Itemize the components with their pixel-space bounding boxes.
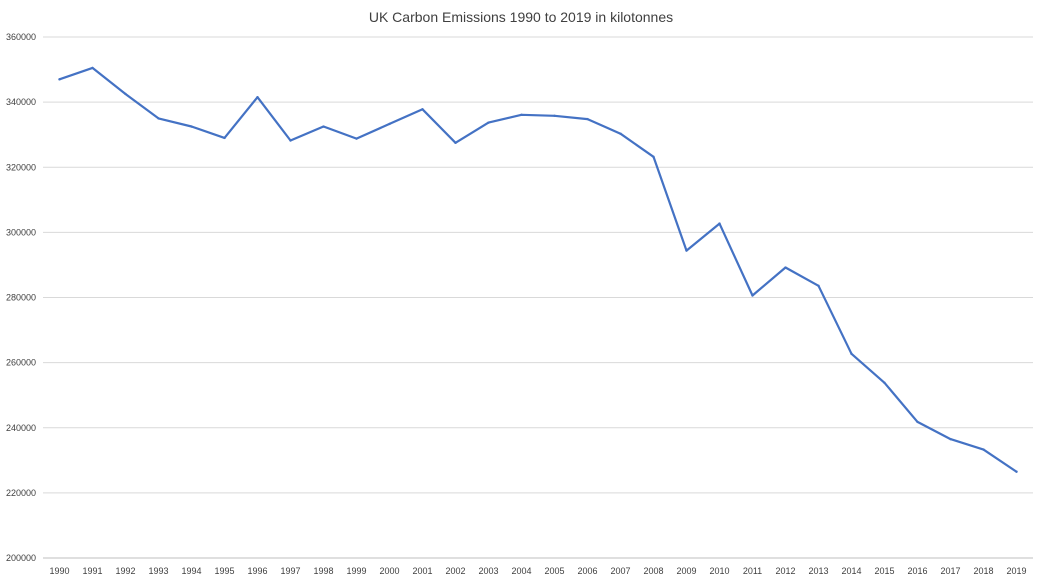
data-point [256, 96, 259, 99]
data-point [718, 222, 721, 225]
x-tick-label: 1994 [181, 566, 201, 576]
data-point [421, 108, 424, 111]
series-layer [58, 66, 1018, 473]
chart-title: UK Carbon Emissions 1990 to 2019 in kilo… [369, 9, 673, 25]
y-tick-label: 220000 [6, 488, 36, 498]
series-line [58, 66, 1018, 473]
data-point [454, 141, 457, 145]
data-point [322, 125, 325, 128]
x-tick-label: 2010 [709, 566, 729, 576]
x-tick-label: 2015 [874, 566, 894, 576]
x-tick-label: 2013 [808, 566, 828, 576]
x-tick-label: 2002 [445, 566, 465, 576]
data-point [58, 78, 61, 81]
x-tick-label: 1995 [214, 566, 234, 576]
x-tick-label: 2018 [973, 566, 993, 576]
data-point [157, 117, 160, 120]
x-tick-label: 2006 [577, 566, 597, 576]
x-tick-label: 2009 [676, 566, 696, 576]
x-tick-label: 1998 [313, 566, 333, 576]
x-tick-label: 2004 [511, 566, 531, 576]
x-tick-label: 2019 [1006, 566, 1026, 576]
y-tick-label: 320000 [6, 162, 36, 172]
x-tick-label: 2011 [743, 566, 762, 576]
data-point [520, 113, 523, 117]
x-tick-label: 2017 [940, 566, 960, 576]
y-tick-label: 300000 [6, 227, 36, 237]
data-point [91, 66, 94, 70]
x-tick-label: 1990 [49, 566, 69, 576]
data-point [1015, 470, 1018, 473]
x-tick-label: 1997 [280, 566, 300, 576]
x-tick-label: 2000 [379, 566, 399, 576]
data-point [223, 136, 226, 140]
data-point [751, 294, 754, 297]
x-tick-label: 2016 [907, 566, 927, 576]
x-tick-label: 2001 [412, 566, 432, 576]
gridlines [43, 36, 1033, 559]
x-tick-label: 2003 [478, 566, 498, 576]
data-point [355, 137, 358, 140]
data-point [487, 121, 490, 124]
data-point [124, 92, 127, 96]
y-tick-label: 260000 [6, 358, 36, 368]
y-tick-label: 280000 [6, 293, 36, 303]
x-tick-label: 2005 [544, 566, 564, 576]
data-point [289, 139, 292, 142]
data-point [388, 122, 391, 126]
x-tick-label: 1991 [82, 566, 102, 576]
x-tick-label: 1996 [247, 566, 267, 576]
data-point [883, 381, 886, 385]
data-point [949, 437, 952, 441]
y-axis-tick-labels: 200000 220000 240000 260000 280000 300000 3200… [6, 32, 36, 563]
x-tick-label: 1999 [346, 566, 366, 576]
y-tick-label: 240000 [6, 423, 36, 433]
x-tick-label: 2012 [775, 566, 795, 576]
data-point [850, 352, 853, 356]
data-point [784, 266, 787, 269]
x-tick-label: 2007 [610, 566, 630, 576]
data-point [685, 249, 688, 252]
x-tick-label: 1993 [148, 566, 168, 576]
data-point [553, 114, 556, 118]
data-point [619, 132, 622, 135]
y-tick-label: 200000 [6, 553, 36, 563]
x-tick-label: 1992 [115, 566, 135, 576]
data-point [586, 117, 589, 121]
data-point [982, 448, 985, 451]
y-tick-label: 360000 [6, 32, 36, 42]
x-tick-label: 2014 [841, 566, 861, 576]
x-axis-tick-labels: 1990 1991 1992 1993 1994 1995 1996 1997 1998 1999… [49, 566, 1026, 576]
data-point [916, 420, 919, 424]
data-point [190, 125, 193, 128]
data-point [817, 284, 820, 287]
y-tick-label: 340000 [6, 97, 36, 107]
x-tick-label: 2008 [643, 566, 663, 576]
data-point [652, 155, 655, 159]
